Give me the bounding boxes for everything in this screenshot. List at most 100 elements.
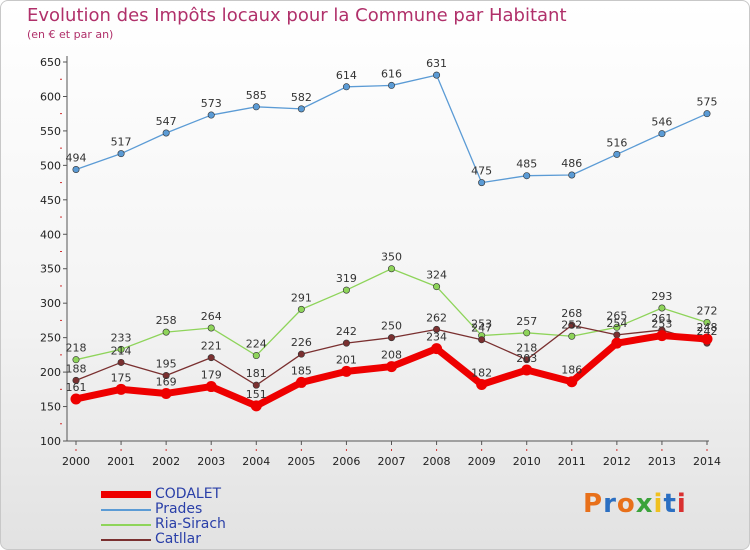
data-label-catllar: 250 xyxy=(381,320,402,333)
data-point-codalet xyxy=(295,376,307,388)
data-label-prades: 614 xyxy=(336,69,357,82)
x-tick-label: 2004 xyxy=(242,455,270,468)
data-label-catllar: 214 xyxy=(111,344,132,357)
data-point-catllar xyxy=(433,325,441,333)
data-label-catllar: 188 xyxy=(66,362,87,375)
data-point-prades xyxy=(342,83,350,91)
x-tick-label: 2002 xyxy=(152,455,180,468)
data-label-catllar: 262 xyxy=(426,311,447,324)
data-label-prades: 546 xyxy=(651,116,672,129)
y-tick-label: 200 xyxy=(40,366,61,379)
x-tick-label: 2001 xyxy=(107,455,135,468)
x-tick-label: 2007 xyxy=(378,455,406,468)
logo-letter: i xyxy=(676,489,687,519)
data-label-prades: 575 xyxy=(697,96,718,109)
data-label-ria-sirach: 319 xyxy=(336,272,357,285)
data-label-prades: 585 xyxy=(246,89,267,102)
proxiti-logo: Proxiti xyxy=(583,489,687,519)
data-point-catllar xyxy=(342,339,350,347)
y-tick-label: 650 xyxy=(40,56,61,69)
data-label-codalet: 253 xyxy=(651,318,672,331)
data-point-codalet xyxy=(656,330,668,342)
legend-item-catllar: Catllar xyxy=(101,532,226,547)
data-point-prades xyxy=(433,71,441,79)
x-tick-label: 2008 xyxy=(423,455,451,468)
data-point-ria-sirach xyxy=(387,265,395,273)
data-point-codalet xyxy=(386,361,397,373)
data-label-ria-sirach: 324 xyxy=(426,269,447,282)
data-point-ria-sirach xyxy=(613,323,621,331)
data-point-catllar xyxy=(162,372,170,380)
data-label-ria-sirach: 265 xyxy=(606,309,627,322)
y-tick-label: 450 xyxy=(40,194,61,207)
data-point-ria-sirach xyxy=(162,328,170,336)
legend-swatch-ria-sirach xyxy=(101,523,151,526)
data-label-ria-sirach: 293 xyxy=(651,290,672,303)
legend-swatch-prades xyxy=(101,508,151,511)
logo-letter: t xyxy=(663,489,677,519)
x-tick-label: 2000 xyxy=(62,455,90,468)
data-point-ria-sirach xyxy=(117,345,125,353)
chart-title: Evolution des Impôts locaux pour la Comm… xyxy=(27,5,567,26)
logo-letter: o xyxy=(616,489,636,519)
data-label-prades: 475 xyxy=(471,165,492,178)
data-label-catllar: 181 xyxy=(246,367,267,380)
data-label-catllar: 268 xyxy=(561,307,582,320)
data-label-ria-sirach: 257 xyxy=(516,315,537,328)
data-label-codalet: 182 xyxy=(471,366,492,379)
series-line-prades xyxy=(75,74,708,184)
data-point-codalet xyxy=(205,381,217,393)
data-label-ria-sirach: 252 xyxy=(561,318,582,331)
x-tick-label: 2009 xyxy=(468,455,496,468)
x-tick-label: 2005 xyxy=(287,455,315,468)
data-label-ria-sirach: 253 xyxy=(471,318,492,331)
data-point-catllar xyxy=(207,354,215,362)
data-point-codalet xyxy=(340,365,352,377)
data-label-catllar: 261 xyxy=(651,312,672,325)
chart-subtitle: (en € et par an) xyxy=(27,28,114,41)
data-label-ria-sirach: 350 xyxy=(381,251,402,264)
data-point-catllar xyxy=(72,376,80,384)
data-point-prades xyxy=(297,105,305,113)
data-label-prades: 486 xyxy=(561,157,582,170)
data-point-catllar xyxy=(568,321,576,329)
data-label-codalet: 169 xyxy=(156,375,177,388)
logo-letter: x xyxy=(635,489,654,519)
legend-label-codalet: CODALET xyxy=(155,486,222,502)
logo-letter: i xyxy=(653,489,664,519)
data-point-catllar xyxy=(478,336,486,344)
legend-swatch-catllar xyxy=(101,538,151,541)
data-label-ria-sirach: 264 xyxy=(201,310,222,323)
data-point-codalet xyxy=(250,400,262,412)
data-label-codalet: 208 xyxy=(381,349,402,362)
data-point-ria-sirach xyxy=(523,329,531,337)
data-label-prades: 517 xyxy=(111,136,132,149)
data-point-prades xyxy=(207,111,215,119)
data-label-codalet: 234 xyxy=(426,331,447,344)
data-label-codalet: 151 xyxy=(246,388,267,401)
logo-letter: r xyxy=(603,489,617,519)
x-tick-label: 2011 xyxy=(558,455,586,468)
data-point-ria-sirach xyxy=(342,286,350,294)
data-label-catllar: 242 xyxy=(336,325,357,338)
data-point-prades xyxy=(72,165,80,173)
data-label-codalet: 175 xyxy=(111,371,132,384)
legend-label-prades: Prades xyxy=(155,501,203,517)
data-label-codalet: 248 xyxy=(697,321,718,334)
data-label-codalet: 179 xyxy=(201,369,222,382)
data-point-codalet xyxy=(566,376,578,388)
data-label-catllar: 226 xyxy=(291,336,312,349)
data-point-prades xyxy=(658,130,666,138)
data-point-ria-sirach xyxy=(252,352,260,360)
data-point-prades xyxy=(568,171,576,179)
data-point-codalet xyxy=(521,364,533,376)
x-tick-label: 2006 xyxy=(332,455,360,468)
data-label-ria-sirach: 258 xyxy=(156,314,177,327)
data-label-catllar: 218 xyxy=(516,342,537,355)
data-point-catllar xyxy=(387,334,395,342)
data-point-prades xyxy=(117,150,125,158)
data-point-codalet xyxy=(160,387,172,399)
y-tick-label: 600 xyxy=(40,90,61,103)
